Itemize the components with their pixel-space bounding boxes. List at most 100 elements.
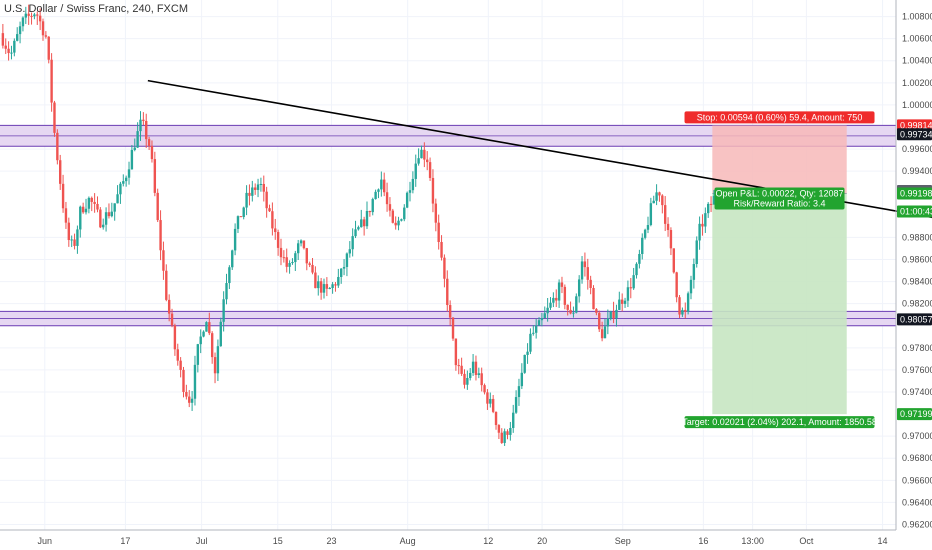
target-label-text: Target: 0.02021 (2.04%) 202.1, Amount: 1… — [682, 417, 877, 427]
candle-body — [362, 219, 366, 227]
candle-body — [61, 183, 65, 209]
candle-body — [133, 147, 136, 150]
y-tick-label: 0.98800 — [902, 232, 932, 242]
candle-body — [99, 209, 102, 228]
y-tick-label: 0.98400 — [902, 277, 932, 287]
candle-body — [185, 391, 188, 397]
candle-body — [689, 279, 693, 294]
candle-body — [503, 431, 506, 443]
price-label-box — [897, 128, 932, 141]
candle-body — [193, 364, 197, 399]
candle-body — [403, 207, 406, 220]
candle-body — [242, 207, 245, 218]
candle-body — [79, 206, 82, 230]
candle-body — [469, 372, 472, 379]
candle-body — [431, 177, 435, 204]
candle-body — [50, 59, 53, 103]
x-tick-label: 14 — [878, 536, 888, 546]
candle-body — [205, 322, 208, 332]
candle-body — [400, 219, 403, 221]
candle-body — [632, 275, 635, 289]
candle-body — [59, 160, 62, 184]
x-tick-label: 12 — [483, 536, 493, 546]
candle-body — [67, 222, 71, 241]
candle-body — [282, 257, 286, 259]
candle-body — [102, 224, 105, 228]
candle-body — [208, 322, 211, 334]
candle-body — [497, 425, 501, 433]
price-label-text: 0.98057 — [900, 314, 932, 324]
candle-body — [156, 192, 159, 221]
candle-body — [113, 203, 116, 212]
candle-body — [405, 192, 409, 208]
candle-body — [225, 283, 228, 300]
candle-body — [391, 210, 395, 223]
candle-body — [563, 286, 567, 305]
candle-body — [466, 378, 469, 385]
candle-body — [351, 236, 354, 250]
candle-body — [463, 373, 466, 385]
candle-body — [162, 250, 165, 271]
candle-body — [500, 432, 503, 443]
candle-body — [509, 427, 512, 435]
candle-body — [93, 201, 96, 204]
candle-body — [90, 197, 93, 202]
candle-body — [514, 397, 518, 413]
y-tick-label: 0.96200 — [902, 519, 932, 529]
candle-body — [127, 169, 131, 178]
y-tick-label: 0.96600 — [902, 475, 932, 485]
candle-body — [658, 192, 661, 196]
candle-body — [176, 349, 179, 361]
x-tick-label: 13:00 — [741, 536, 764, 546]
candle-body — [13, 40, 16, 53]
price-label-text: 0.99734 — [900, 129, 932, 139]
candle-body — [534, 325, 538, 333]
x-tick-label: Oct — [799, 536, 814, 546]
candle-body — [555, 297, 558, 301]
candle-body — [291, 262, 294, 264]
candle-body — [448, 305, 452, 318]
candle-body — [314, 272, 317, 289]
candle-body — [434, 203, 438, 223]
candle-body — [423, 149, 426, 160]
candle-body — [612, 311, 615, 319]
short-position-tool[interactable] — [712, 125, 847, 415]
stop-label-text: Stop: 0.00594 (0.60%) 59.4, Amount: 750 — [697, 112, 863, 122]
candle-body — [294, 253, 297, 263]
y-tick-label: 0.99400 — [902, 166, 932, 176]
candle-body — [122, 181, 125, 184]
candle-body — [701, 223, 704, 227]
candle-body — [483, 385, 486, 393]
price-label-box — [897, 313, 932, 326]
candle-body — [262, 183, 265, 192]
candle-body — [698, 223, 701, 241]
candle-body — [253, 187, 257, 190]
y-tick-label: 1.00000 — [902, 100, 932, 110]
candle-body — [170, 313, 174, 326]
candle-body — [385, 192, 389, 205]
candle-body — [623, 300, 627, 304]
candle-body — [489, 398, 492, 404]
stop-label-box — [684, 111, 875, 124]
candle-body — [606, 318, 610, 327]
candle-body — [437, 222, 440, 242]
candle-body — [491, 398, 495, 412]
candle-body — [517, 386, 521, 398]
candle-body — [119, 183, 122, 195]
candle-body — [486, 392, 489, 404]
candle-body — [560, 282, 564, 287]
y-tick-label: 0.98600 — [902, 254, 932, 264]
candle-body — [182, 369, 185, 392]
candle-body — [56, 132, 59, 161]
candle-body — [618, 299, 621, 310]
candle-body — [575, 296, 578, 313]
candle-body — [446, 278, 449, 306]
candle-body — [296, 243, 300, 254]
candle-body — [520, 372, 524, 387]
y-tick-label: 0.97400 — [902, 387, 932, 397]
candle-body — [374, 191, 377, 200]
y-tick-label: 1.00600 — [902, 34, 932, 44]
candle-body — [130, 149, 134, 170]
candle-body — [566, 304, 569, 310]
